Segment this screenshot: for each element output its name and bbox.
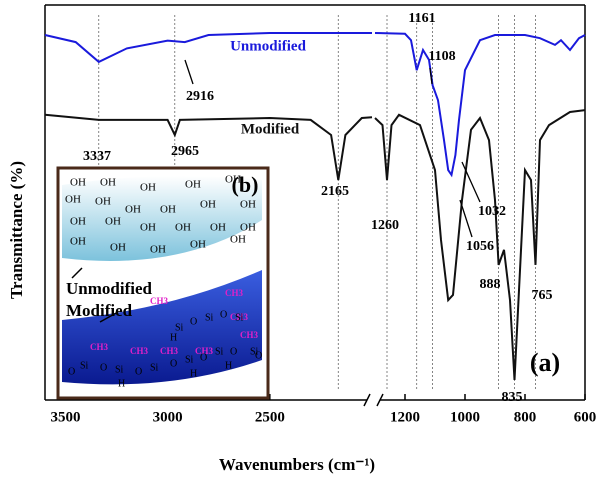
arrow (71, 267, 83, 279)
series-label: Modified (241, 121, 300, 137)
axis-break (363, 393, 371, 407)
hydroxyl: OH (230, 234, 246, 246)
x-tick-label: 2500 (255, 409, 285, 425)
hydroxyl: OH (190, 239, 206, 251)
oxygen: O (135, 366, 142, 377)
peak-label: 888 (480, 277, 501, 292)
hydroxyl: OH (185, 179, 201, 191)
hydroxyl: OH (140, 182, 156, 194)
silicon: Si (250, 346, 259, 357)
silicon: Si (205, 312, 214, 323)
peak-label: 835 (502, 390, 523, 405)
methyl: CH3 (90, 342, 109, 352)
peak-label: 1032 (478, 204, 506, 219)
peak-arrow (459, 199, 473, 238)
peak-label: 2965 (171, 144, 199, 159)
methyl: CH3 (230, 312, 249, 322)
peak-label: 1108 (428, 49, 455, 64)
series-line (374, 32, 586, 178)
methyl: CH3 (150, 296, 169, 306)
methyl: CH3 (160, 346, 179, 356)
peak-arrow (429, 67, 433, 85)
oxygen: O (230, 346, 237, 357)
oxygen: O (68, 366, 75, 377)
peak-label: 1056 (466, 239, 494, 254)
modified-band (62, 270, 262, 385)
hydrogen: H (170, 332, 177, 343)
x-tick-label: 1000 (450, 409, 480, 425)
inset-modified: Modified (66, 301, 133, 320)
silicon: Si (185, 354, 194, 365)
y-axis-label: Transmittance (%) (7, 161, 26, 299)
hydroxyl: OH (100, 177, 116, 189)
methyl: CH3 (225, 288, 244, 298)
hydroxyl: OH (70, 216, 86, 228)
peak-arrow (184, 59, 194, 85)
unmodified-band (62, 176, 262, 261)
hydroxyl: OH (200, 199, 216, 211)
hydroxyl: OH (150, 244, 166, 256)
peak-label: 765 (532, 288, 553, 303)
peak-label: 1260 (371, 218, 399, 233)
hydroxyl: OH (225, 174, 241, 186)
x-tick-label: 600 (574, 409, 597, 425)
x-tick-label: 800 (514, 409, 537, 425)
arrow (99, 311, 119, 323)
silicon: Si (150, 362, 159, 373)
methyl: CH3 (195, 346, 214, 356)
methyl: CH3 (130, 346, 149, 356)
x-axis-label: Wavenumbers (cm⁻¹) (219, 455, 375, 474)
silicon: Si (80, 360, 89, 371)
silicon: Si (215, 346, 224, 357)
hydroxyl: OH (110, 242, 126, 254)
hydrogen: H (190, 368, 197, 379)
peak-label: 3337 (83, 149, 111, 164)
peak-label: 1161 (408, 11, 435, 26)
hydroxyl: OH (65, 194, 81, 206)
hydroxyl: OH (70, 236, 86, 248)
peak-label: 2916 (186, 89, 214, 104)
axis-break (376, 393, 384, 407)
inset-unmodified: Unmodified (66, 279, 153, 298)
hydroxyl: OH (125, 204, 141, 216)
hydroxyl: OH (210, 222, 226, 234)
oxygen: O (190, 316, 197, 327)
series-line (374, 109, 586, 380)
peak-label: 2165 (321, 184, 349, 199)
hydroxyl: OH (175, 222, 191, 234)
x-tick-label: 3000 (153, 409, 183, 425)
methyl: CH3 (240, 330, 259, 340)
silicon: Si (115, 364, 124, 375)
silicon: Si (235, 312, 244, 323)
hydroxyl: OH (95, 196, 111, 208)
hydrogen: H (225, 360, 232, 371)
hydroxyl: OH (240, 199, 256, 211)
oxygen: O (220, 309, 227, 320)
series-line (44, 113, 373, 181)
hydrogen: H (118, 378, 125, 389)
series-label: Unmodified (230, 38, 307, 54)
hydroxyl: OH (240, 222, 256, 234)
x-tick-label: 1200 (390, 409, 420, 425)
oxygen: O (100, 362, 107, 373)
inset-label: (b) (232, 172, 259, 197)
series-line (44, 32, 372, 64)
oxygen: O (200, 352, 207, 363)
hydroxyl: OH (140, 222, 156, 234)
hydroxyl: OH (70, 177, 86, 189)
hydroxyl: OH (160, 204, 176, 216)
panel-label: (a) (530, 348, 560, 377)
hydroxyl: OH (105, 216, 121, 228)
oxygen: O (170, 358, 177, 369)
silicon: Si (175, 322, 184, 333)
peak-arrow (461, 161, 481, 203)
oxygen: O (255, 350, 262, 361)
x-tick-label: 3500 (50, 409, 80, 425)
